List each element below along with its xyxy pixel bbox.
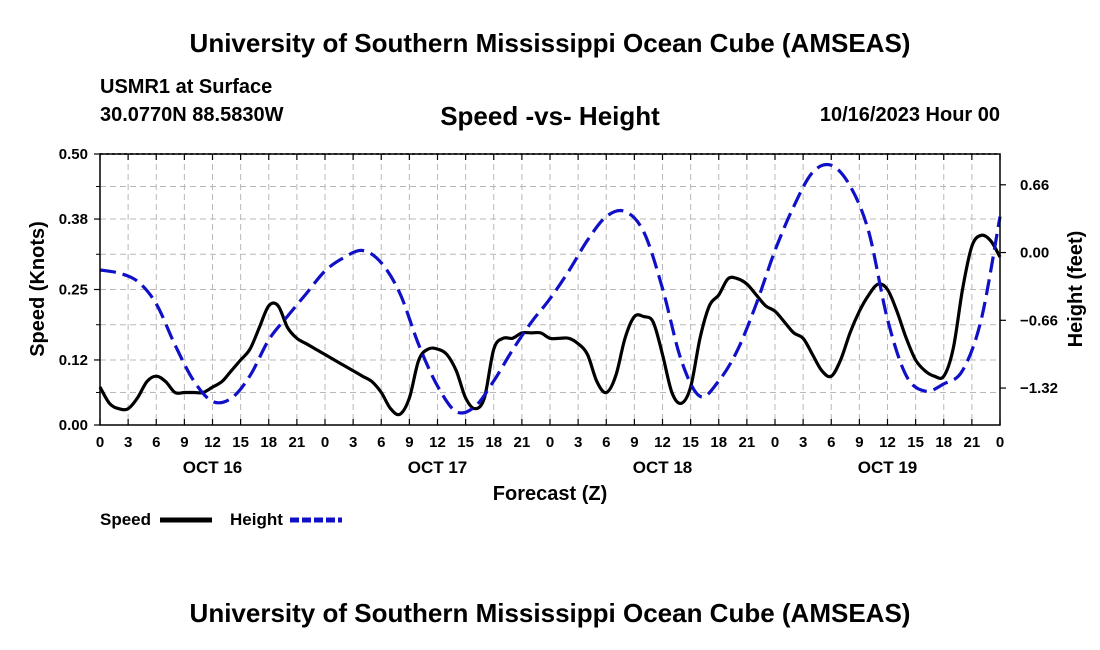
y2-axis-label: Height (feet) — [1065, 231, 1087, 348]
x-tick-label: 0 — [546, 434, 554, 451]
chart-title: Speed -vs- Height — [440, 101, 660, 131]
x-tick-label: 0 — [996, 434, 1004, 451]
x-tick-label: 12 — [429, 434, 446, 451]
y-tick-label: 0.12 — [59, 352, 88, 369]
x-tick-label: 21 — [514, 434, 531, 451]
x-tick-label: 21 — [289, 434, 306, 451]
x-tick-label: 3 — [124, 434, 132, 451]
x-tick-label: 21 — [964, 434, 981, 451]
station-label: USMR1 at Surface — [100, 76, 273, 98]
x-tick-label: 12 — [204, 434, 221, 451]
y-tick-label: 0.50 — [59, 146, 88, 163]
x-tick-label: 0 — [321, 434, 329, 451]
x-tick-label: 3 — [574, 434, 582, 451]
axes: 0 3 6 9 12 15 18 21 0 3 6 9 12 15 18 21 0 3 6 9 12 15 18 21 0 3 6 9… — [59, 146, 1058, 477]
x-tick-label: 18 — [710, 434, 727, 451]
legend: Speed Height — [100, 510, 342, 529]
y-tick-label: 0.25 — [59, 282, 88, 299]
x-tick-label: 21 — [739, 434, 756, 451]
y2-tick-label: −1.32 — [1020, 380, 1058, 397]
speed-height-chart: 0 3 6 9 12 15 18 21 0 3 6 9 12 15 18 21 0 3 6 9 12 15 18 21 0 3 6 9… — [27, 146, 1087, 529]
y2-tick-label: 0.66 — [1020, 177, 1049, 194]
x-tick-label: 15 — [907, 434, 924, 451]
series-speed-line — [98, 233, 1002, 417]
x-tick-label: 9 — [630, 434, 638, 451]
x-tick-label: 9 — [180, 434, 188, 451]
legend-speed-label: Speed — [100, 510, 151, 529]
page-title: University of Southern Mississippi Ocean… — [189, 28, 911, 58]
date-label: OCT 17 — [408, 458, 468, 477]
y-tick-label: 0.00 — [59, 417, 88, 434]
x-tick-label: 0 — [96, 434, 104, 451]
date-label: OCT 18 — [633, 458, 693, 477]
y2-tick-label: −0.66 — [1020, 312, 1058, 329]
x-tick-label: 18 — [935, 434, 952, 451]
x-tick-label: 3 — [349, 434, 357, 451]
x-tick-label: 15 — [457, 434, 474, 451]
x-tick-label: 15 — [682, 434, 699, 451]
x-axis-label: Forecast (Z) — [493, 483, 607, 505]
y-tick-label: 0.38 — [59, 211, 88, 228]
x-tick-label: 6 — [602, 434, 610, 451]
footer-title: University of Southern Mississippi Ocean… — [189, 598, 911, 628]
series-height-line — [99, 162, 1002, 415]
legend-height-label: Height — [230, 510, 283, 529]
x-tick-label: 15 — [232, 434, 249, 451]
series-layer — [98, 162, 1002, 417]
forecast-datetime: 10/16/2023 Hour 00 — [819, 104, 1000, 126]
y2-tick-label: 0.00 — [1020, 245, 1049, 262]
x-tick-label: 18 — [485, 434, 502, 451]
x-tick-label: 12 — [879, 434, 896, 451]
date-label: OCT 19 — [858, 458, 918, 477]
x-tick-label: 12 — [654, 434, 671, 451]
x-tick-label: 18 — [260, 434, 277, 451]
x-tick-label: 9 — [405, 434, 413, 451]
date-label: OCT 16 — [183, 458, 243, 477]
coordinates-label: 30.0770N 88.5830W — [100, 104, 284, 126]
x-tick-label: 6 — [377, 434, 385, 451]
x-tick-label: 0 — [771, 434, 779, 451]
x-tick-label: 9 — [855, 434, 863, 451]
x-tick-label: 6 — [827, 434, 835, 451]
x-tick-label: 6 — [152, 434, 160, 451]
gridlines — [100, 154, 1000, 425]
x-tick-label: 3 — [799, 434, 807, 451]
y-axis-label: Speed (Knots) — [27, 221, 49, 357]
